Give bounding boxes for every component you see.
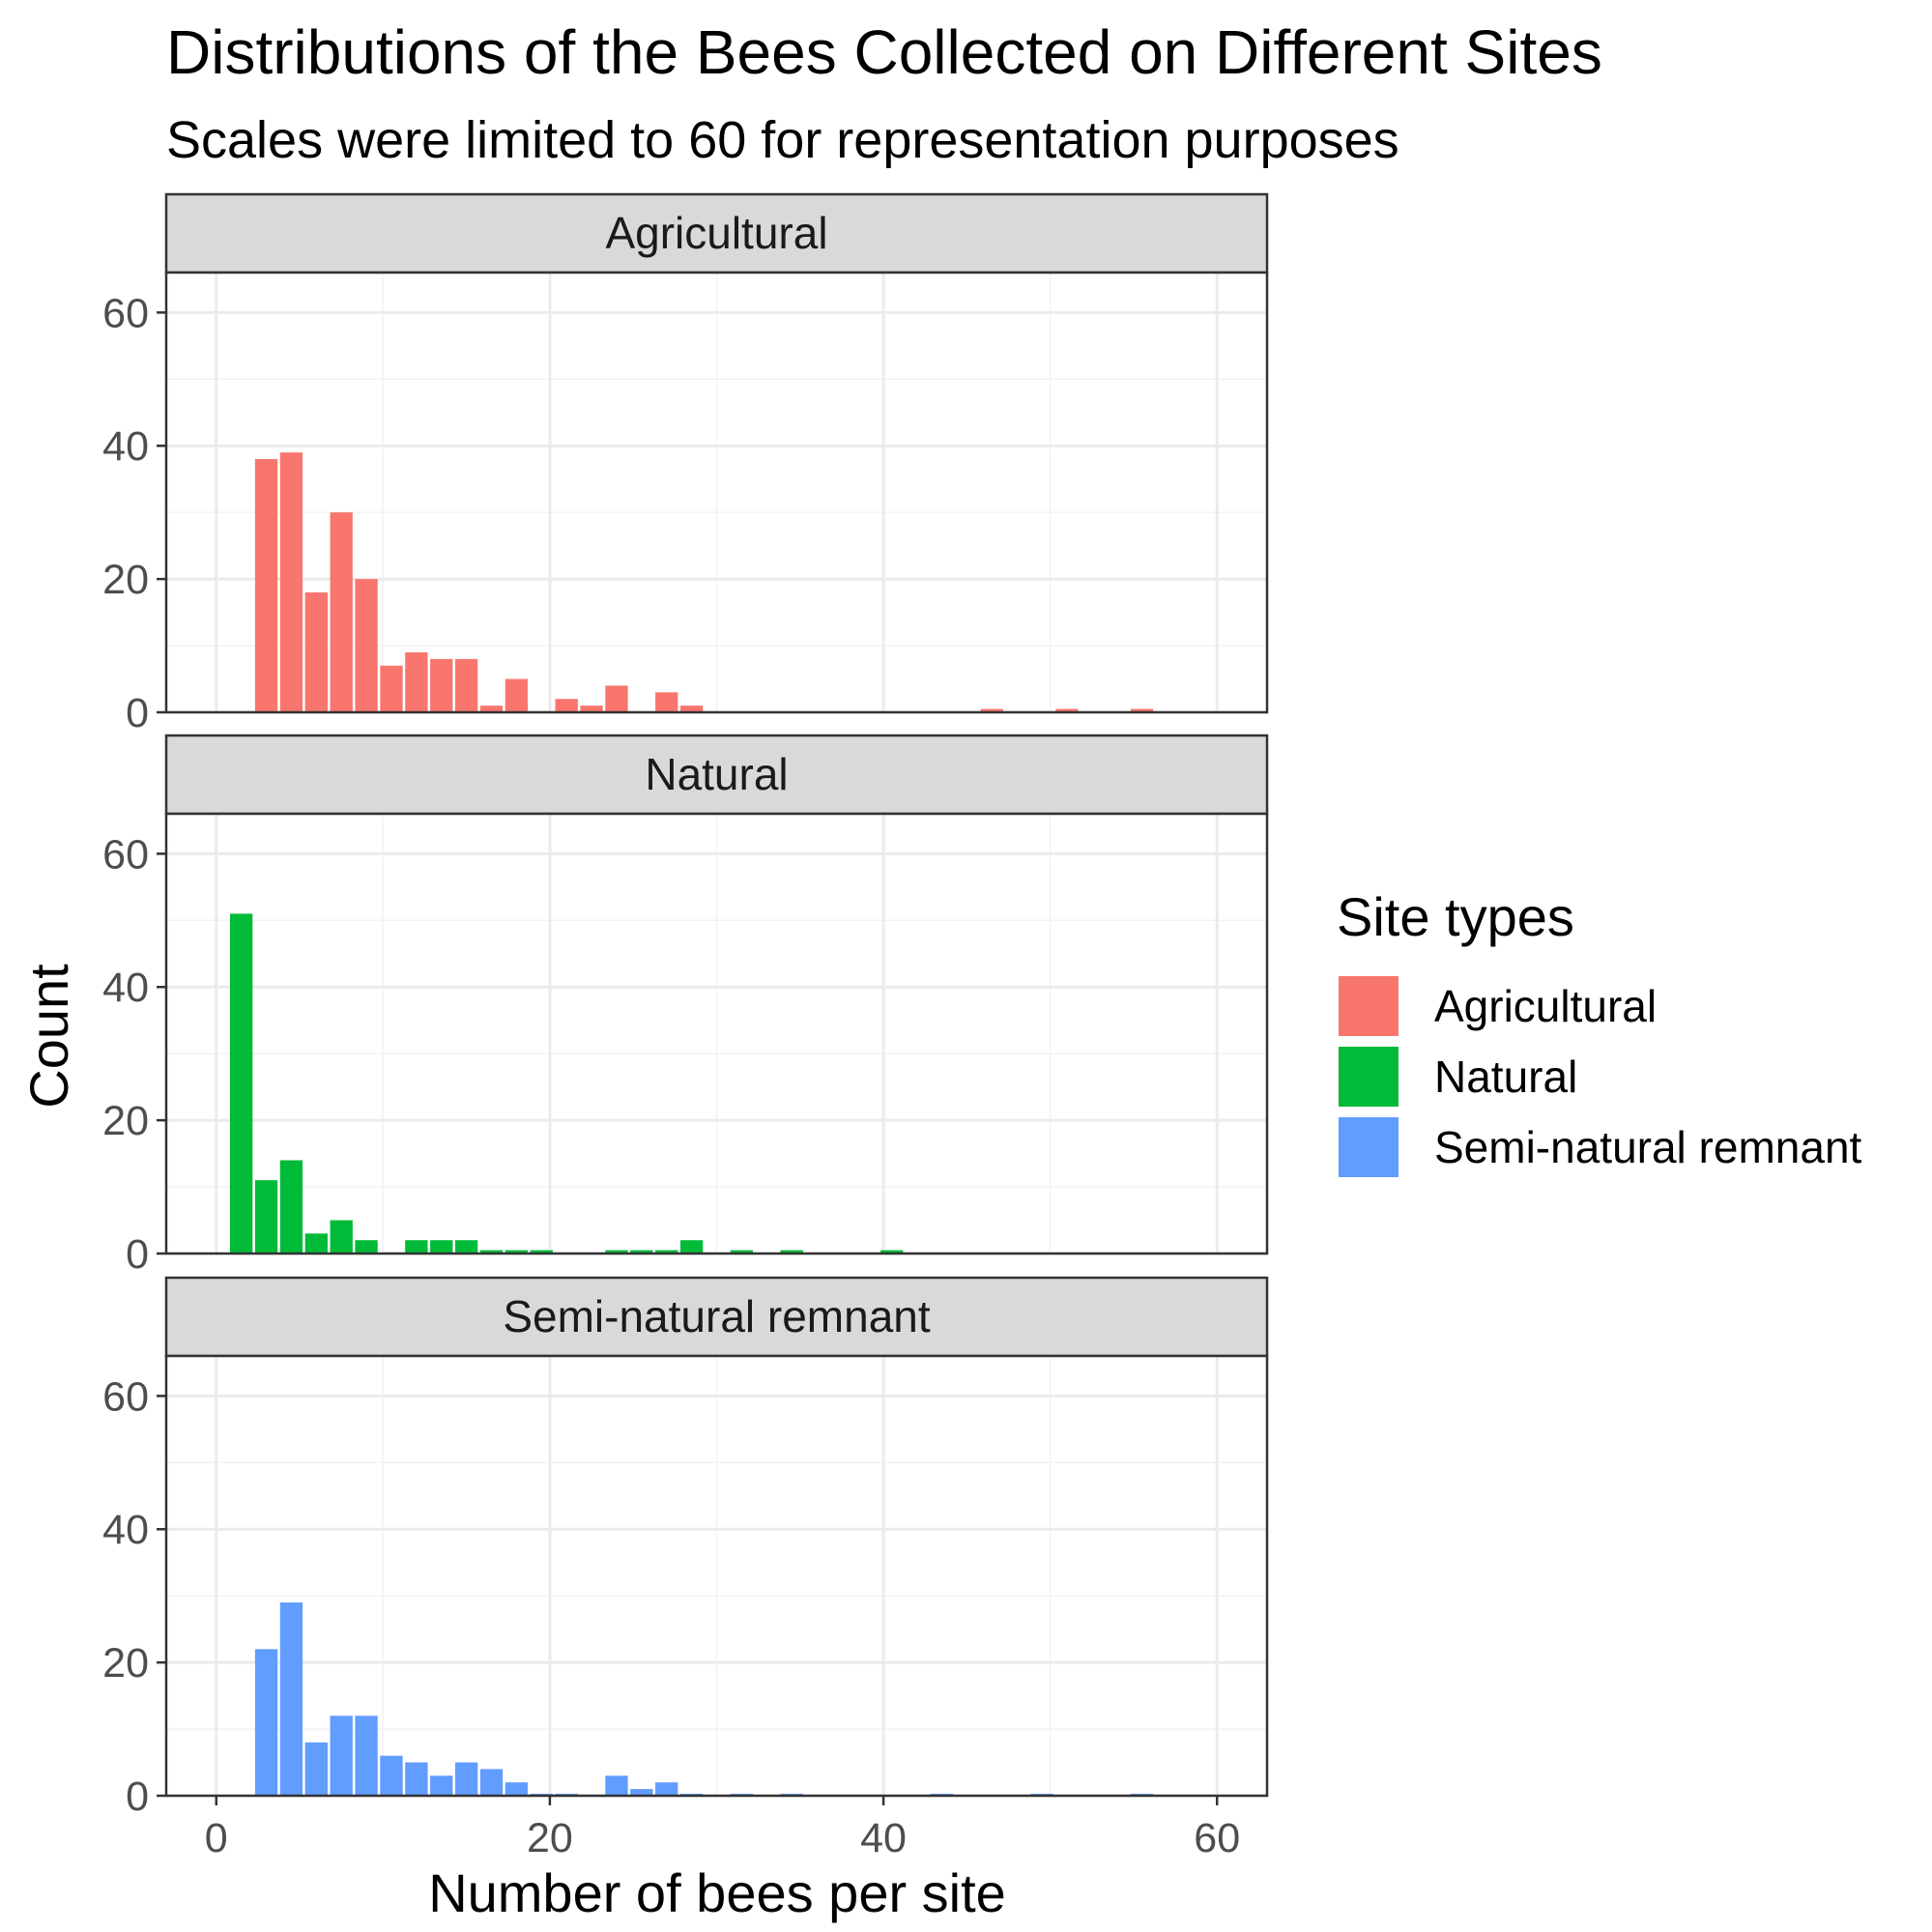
histogram-bar <box>330 1716 353 1796</box>
histogram-bar <box>605 1250 628 1254</box>
facet-panel: Natural 0 20 40 60 <box>102 734 1269 1278</box>
histogram-bar <box>580 706 603 712</box>
y-tick-label: 20 <box>102 557 149 603</box>
facet-strip <box>164 734 1269 816</box>
histogram-bar <box>380 665 403 712</box>
y-tick-label: 0 <box>126 1231 149 1278</box>
histogram-bar <box>230 913 253 1254</box>
histogram-bar <box>304 1233 328 1254</box>
x-tick-label: 60 <box>1194 1815 1240 1861</box>
histogram-bar <box>980 708 1003 712</box>
x-tick-label: 40 <box>860 1815 907 1861</box>
histogram-bar <box>1055 708 1079 712</box>
facet-strip <box>164 192 1269 274</box>
y-axis-title: Count <box>18 964 79 1109</box>
facet-panel: Agricultural 0 20 40 60 <box>102 192 1269 736</box>
histogram-bar <box>1130 708 1154 712</box>
facet-strip <box>164 1276 1269 1358</box>
legend-key <box>1339 1117 1399 1177</box>
histogram-bar <box>454 658 478 712</box>
histogram-bar <box>454 1762 478 1796</box>
histogram-bar <box>405 1240 428 1254</box>
x-tick-label: 20 <box>527 1815 573 1861</box>
histogram-bar <box>254 459 278 712</box>
y-tick-label: 40 <box>102 1507 149 1553</box>
histogram-bar <box>254 1649 278 1796</box>
y-tick-label: 40 <box>102 423 149 470</box>
panel-border <box>164 271 1269 714</box>
histogram-bar <box>304 591 328 712</box>
histogram-bar <box>430 1775 453 1796</box>
chart-subtitle: Scales were limited to 60 for representa… <box>166 111 1399 169</box>
histogram-bar <box>530 1250 553 1254</box>
legend-title: Site types <box>1337 886 1574 947</box>
y-tick-label: 0 <box>126 1773 149 1820</box>
chart-title: Distributions of the Bees Collected on D… <box>166 17 1602 87</box>
histogram-bar <box>655 1782 678 1796</box>
y-tick-label: 0 <box>126 690 149 736</box>
histogram-bar <box>279 452 303 712</box>
histogram-bar <box>655 1250 678 1254</box>
histogram-bar <box>355 579 378 712</box>
x-axis: 0 20 40 60 <box>205 1796 1240 1861</box>
x-tick-label: 0 <box>205 1815 228 1861</box>
y-tick-label: 20 <box>102 1640 149 1687</box>
histogram-bar <box>454 1240 478 1254</box>
histogram-bar <box>430 1240 453 1254</box>
histogram-bar <box>405 1762 428 1796</box>
panel-border <box>164 812 1269 1255</box>
histogram-bar <box>330 1220 353 1254</box>
histogram-bar <box>355 1716 378 1796</box>
histogram-bar <box>355 1240 378 1254</box>
y-tick-label: 20 <box>102 1098 149 1144</box>
facet-panel: Semi-natural remnant 0 20 40 60 <box>102 1276 1269 1820</box>
histogram-bar <box>505 1250 529 1254</box>
histogram-bar <box>679 706 704 712</box>
facet-strip-label: Natural <box>645 749 788 799</box>
facet-panels: Agricultural0204060Natural0204060Semi-na… <box>102 192 1269 1820</box>
legend-label: Semi-natural remnant <box>1434 1122 1862 1172</box>
panel-border <box>164 1354 1269 1798</box>
histogram-bar <box>505 1782 529 1796</box>
histogram-bar <box>679 1240 704 1254</box>
histogram-bar <box>380 1755 403 1796</box>
histogram-bar <box>655 692 678 712</box>
histogram-bar <box>405 651 428 712</box>
histogram-bar <box>605 685 628 712</box>
histogram-bar <box>479 1250 504 1254</box>
histogram-bar <box>630 1789 653 1796</box>
legend: Site types Agricultural Natural Semi-natur… <box>1337 886 1862 1177</box>
histogram-bar <box>605 1775 628 1796</box>
legend-key <box>1339 976 1399 1036</box>
x-axis-title: Number of bees per site <box>428 1862 1006 1923</box>
histogram-bar <box>430 658 453 712</box>
histogram-bar <box>780 1250 803 1254</box>
legend-label: Natural <box>1434 1052 1577 1102</box>
histogram-bar <box>279 1160 303 1254</box>
histogram-bar <box>254 1180 278 1254</box>
histogram-bar <box>479 1769 504 1796</box>
legend-key <box>1339 1047 1399 1107</box>
facet-strip-label: Semi-natural remnant <box>503 1291 931 1341</box>
y-tick-label: 60 <box>102 831 149 878</box>
histogram-bar <box>304 1742 328 1796</box>
histogram-bar <box>505 678 529 712</box>
y-tick-label: 60 <box>102 1373 149 1420</box>
y-tick-label: 40 <box>102 965 149 1011</box>
legend-label: Agricultural <box>1434 981 1657 1031</box>
y-tick-label: 60 <box>102 290 149 336</box>
histogram-bar <box>479 706 504 712</box>
histogram-bar <box>330 512 353 712</box>
histogram-bar <box>279 1602 303 1796</box>
histogram-bar <box>730 1250 754 1254</box>
histogram-bar <box>630 1250 653 1254</box>
histogram-bar <box>880 1250 904 1254</box>
histogram-bar <box>555 699 578 712</box>
facet-strip-label: Agricultural <box>605 208 827 258</box>
